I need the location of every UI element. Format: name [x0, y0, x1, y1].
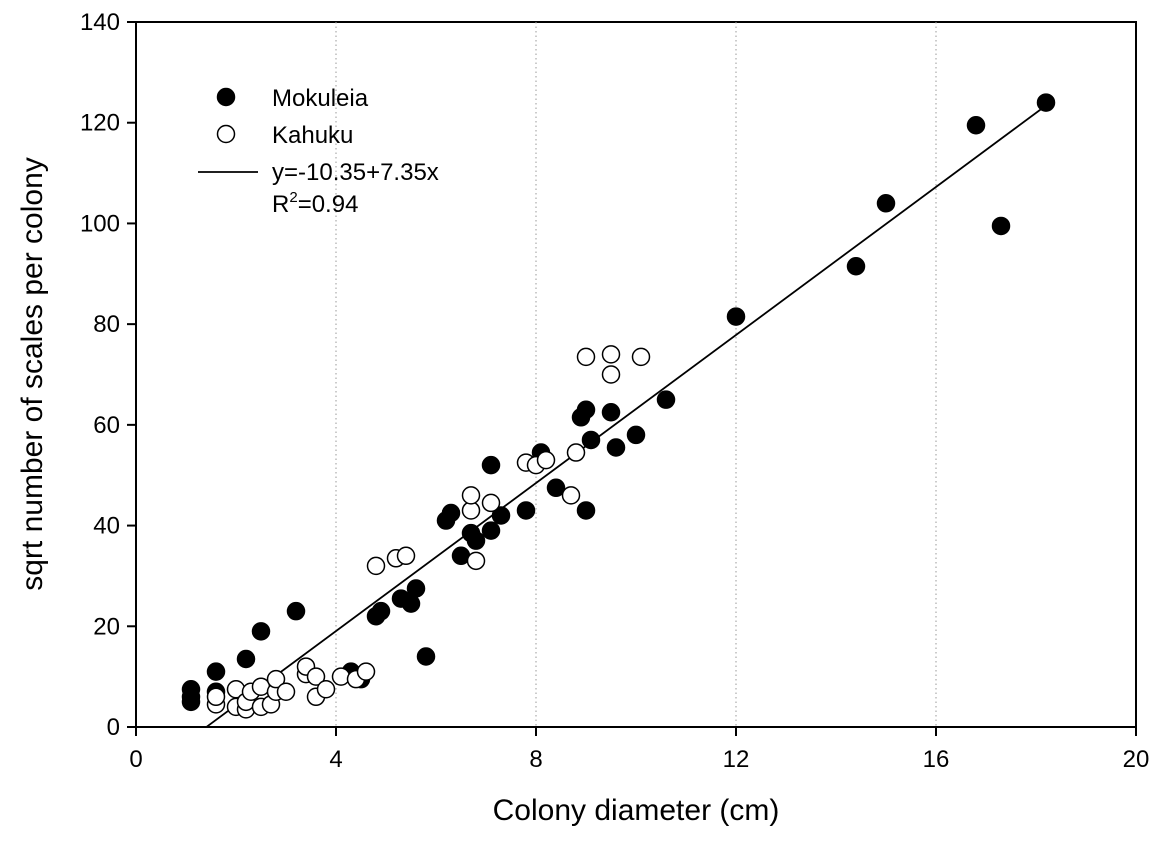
y-tick-label: 40	[93, 513, 120, 540]
data-point-mokuleia	[481, 521, 501, 540]
grid-lines	[335, 22, 937, 727]
data-points	[181, 93, 1056, 719]
data-point-kahuku	[396, 546, 416, 566]
data-point-mokuleia	[991, 216, 1011, 236]
data-point-kahuku	[576, 347, 596, 367]
x-tick-label: 20	[1123, 746, 1150, 773]
x-tick-label: 4	[329, 746, 342, 773]
legend-label-regression: y=-10.35+7.35x	[272, 159, 439, 186]
data-point-mokuleia	[441, 503, 461, 523]
data-point-kahuku	[331, 667, 351, 686]
y-axis-title: sqrt number of scales per colony	[16, 157, 49, 591]
data-point-mokuleia	[576, 400, 596, 419]
data-point-kahuku	[631, 347, 651, 367]
data-point-mokuleia	[576, 501, 596, 520]
y-tick-label: 120	[80, 110, 120, 137]
data-point-mokuleia	[466, 531, 486, 550]
data-point-kahuku	[461, 486, 481, 505]
data-point-mokuleia	[181, 679, 201, 699]
data-point-mokuleia	[491, 506, 511, 525]
data-point-kahuku	[306, 667, 326, 686]
data-point-mokuleia	[726, 307, 746, 326]
y-tick-label: 60	[93, 412, 120, 439]
data-point-mokuleia	[206, 662, 226, 681]
data-point-mokuleia	[846, 256, 866, 276]
data-point-mokuleia	[406, 579, 426, 598]
data-point-kahuku	[206, 687, 226, 707]
x-tick-label: 12	[723, 746, 750, 773]
x-tick-label: 0	[129, 746, 142, 773]
x-tick-label: 16	[923, 746, 950, 773]
regression-line	[205, 104, 1047, 728]
y-tick-label: 20	[93, 613, 120, 640]
x-axis-title: Colony diameter (cm)	[493, 794, 780, 827]
plot-frame	[135, 21, 1137, 728]
r-squared-value: =0.94	[298, 191, 359, 218]
data-point-mokuleia	[251, 622, 271, 641]
y-tick-label: 140	[80, 9, 120, 36]
data-point-mokuleia	[371, 601, 391, 621]
legend-label-r-squared: R2=0.94	[272, 189, 358, 218]
data-point-mokuleia	[546, 478, 566, 498]
r-squared-superscript: 2	[289, 189, 297, 206]
data-point-kahuku	[566, 443, 586, 462]
legend-label-mokuleia: Mokuleia	[272, 85, 369, 112]
data-point-mokuleia	[601, 403, 621, 422]
data-point-mokuleia	[236, 649, 256, 669]
data-point-mokuleia	[581, 430, 601, 450]
legend-marker-kahuku	[216, 124, 236, 144]
x-tick-label: 8	[529, 746, 542, 773]
data-point-mokuleia	[966, 115, 986, 135]
data-point-mokuleia	[876, 194, 896, 213]
y-tick-label: 0	[107, 714, 120, 741]
data-point-kahuku	[481, 493, 501, 513]
axes: 0 4 8 12 16 20 0 20 40 60 80 100 120 140	[80, 9, 1149, 773]
y-tick-label: 80	[93, 311, 120, 338]
data-point-kahuku	[316, 679, 336, 699]
data-point-mokuleia	[516, 501, 536, 520]
data-point-kahuku	[601, 345, 621, 364]
data-point-kahuku	[561, 486, 581, 505]
data-point-mokuleia	[286, 601, 306, 621]
legend: Mokuleia Kahuku y=-10.35+7.35x R2=0.94	[198, 85, 439, 218]
legend-marker-mokuleia	[216, 87, 236, 107]
data-point-kahuku	[266, 669, 286, 689]
data-point-mokuleia	[416, 647, 436, 666]
data-point-kahuku	[366, 556, 386, 576]
data-point-kahuku	[601, 365, 621, 384]
data-point-kahuku	[466, 551, 486, 571]
legend-label-kahuku: Kahuku	[272, 122, 353, 149]
data-point-kahuku	[536, 450, 556, 470]
data-point-mokuleia	[481, 455, 501, 475]
data-point-kahuku	[276, 682, 296, 701]
data-point-mokuleia	[626, 425, 646, 445]
data-point-mokuleia	[606, 438, 626, 457]
data-point-mokuleia	[1036, 93, 1056, 112]
y-tick-label: 100	[80, 210, 120, 237]
data-point-mokuleia	[656, 390, 676, 409]
r-squared-base: R	[272, 191, 289, 218]
data-point-kahuku	[356, 662, 376, 681]
